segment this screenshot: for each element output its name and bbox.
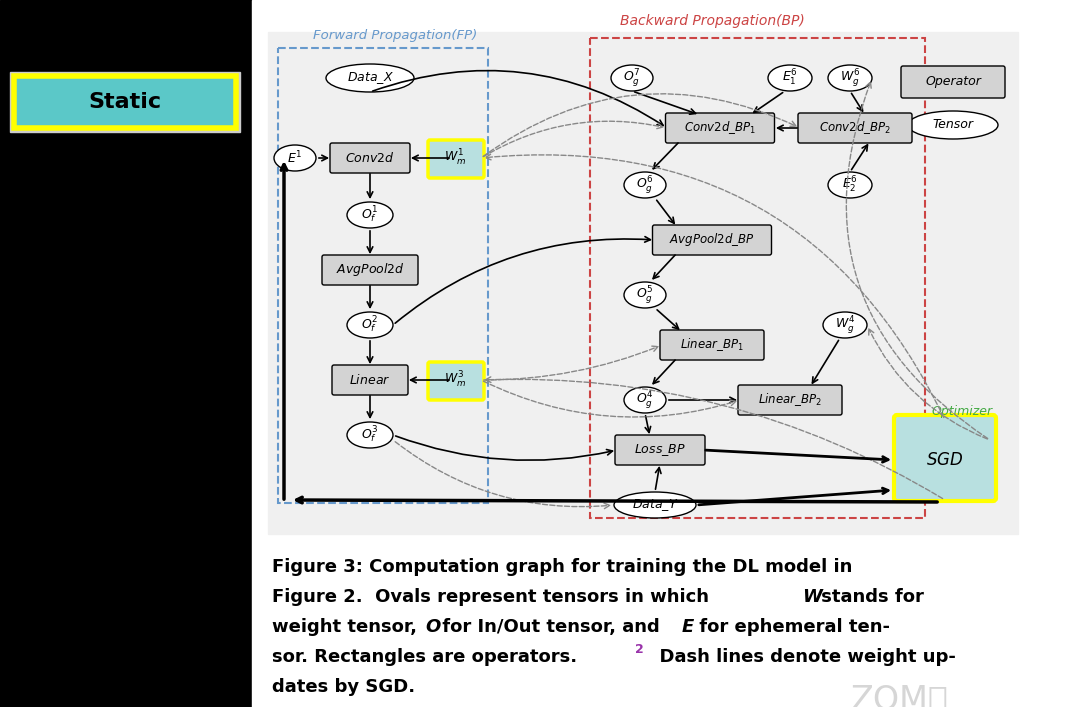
FancyBboxPatch shape — [660, 330, 764, 360]
Bar — [10, 72, 240, 132]
FancyBboxPatch shape — [322, 255, 418, 285]
Text: ZOM酷: ZOM酷 — [850, 683, 948, 707]
Bar — [268, 32, 1018, 534]
Text: $Linear$: $Linear$ — [349, 373, 391, 387]
Text: dates by SGD.: dates by SGD. — [272, 678, 415, 696]
Text: $O_g^7$: $O_g^7$ — [623, 67, 640, 89]
Bar — [14, 76, 237, 128]
FancyBboxPatch shape — [428, 362, 484, 400]
Ellipse shape — [908, 111, 998, 139]
Bar — [252, 0, 1080, 707]
FancyBboxPatch shape — [894, 415, 996, 501]
Text: $Conv2d\_BP_2$: $Conv2d\_BP_2$ — [819, 119, 891, 136]
Text: $E^1$: $E^1$ — [287, 150, 302, 166]
Text: for In/Out tensor, and: for In/Out tensor, and — [436, 618, 666, 636]
Text: $E_1^6$: $E_1^6$ — [782, 68, 798, 88]
Text: Optimizer: Optimizer — [932, 405, 993, 418]
Ellipse shape — [347, 312, 393, 338]
Text: $AvgPool2d\_BP$: $AvgPool2d\_BP$ — [670, 231, 755, 248]
Ellipse shape — [615, 492, 696, 518]
Ellipse shape — [326, 64, 414, 92]
Text: weight tensor,: weight tensor, — [272, 618, 423, 636]
Ellipse shape — [274, 145, 316, 171]
Text: Forward Propagation(FP): Forward Propagation(FP) — [313, 29, 477, 42]
Text: $Linear\_BP_1$: $Linear\_BP_1$ — [680, 337, 744, 354]
Text: $Conv2d\_BP_1$: $Conv2d\_BP_1$ — [684, 119, 756, 136]
Ellipse shape — [624, 282, 666, 308]
FancyBboxPatch shape — [428, 140, 484, 178]
Text: $O_g^6$: $O_g^6$ — [636, 174, 653, 196]
Ellipse shape — [828, 65, 872, 91]
Text: for ephemeral ten-: for ephemeral ten- — [693, 618, 890, 636]
Text: $Loss\_BP$: $Loss\_BP$ — [634, 442, 686, 458]
Ellipse shape — [823, 312, 867, 338]
Text: $Data\_X$: $Data\_X$ — [347, 70, 393, 86]
Ellipse shape — [828, 172, 872, 198]
FancyBboxPatch shape — [665, 113, 774, 143]
Ellipse shape — [611, 65, 653, 91]
Ellipse shape — [347, 202, 393, 228]
Text: $O_f^3$: $O_f^3$ — [361, 425, 379, 445]
Text: E: E — [681, 618, 694, 636]
Text: $SGD$: $SGD$ — [927, 451, 963, 469]
Text: Figure 2.  Ovals represent tensors in which: Figure 2. Ovals represent tensors in whi… — [272, 588, 715, 606]
Text: stands for: stands for — [815, 588, 923, 606]
Text: $W_m^3$: $W_m^3$ — [444, 370, 467, 390]
Text: Tensor: Tensor — [932, 119, 973, 132]
Text: $Data\_Y$: $Data\_Y$ — [632, 497, 678, 513]
Text: sor. Rectangles are operators.: sor. Rectangles are operators. — [272, 648, 577, 666]
Ellipse shape — [624, 387, 666, 413]
Text: $W_m^1$: $W_m^1$ — [444, 148, 467, 168]
Bar — [14, 76, 237, 128]
Text: Operator: Operator — [926, 76, 981, 88]
Text: $Linear\_BP_2$: $Linear\_BP_2$ — [758, 392, 822, 409]
Text: Dash lines denote weight up-: Dash lines denote weight up- — [647, 648, 956, 666]
Text: W: W — [802, 588, 822, 606]
Ellipse shape — [624, 172, 666, 198]
Text: $O_f^1$: $O_f^1$ — [362, 205, 379, 225]
FancyBboxPatch shape — [330, 143, 410, 173]
Text: $AvgPool2d$: $AvgPool2d$ — [336, 262, 404, 279]
Text: $W_g^4$: $W_g^4$ — [835, 314, 855, 336]
Ellipse shape — [768, 65, 812, 91]
FancyBboxPatch shape — [652, 225, 771, 255]
Text: Static: Static — [89, 92, 162, 112]
Text: $O_g^5$: $O_g^5$ — [636, 284, 653, 306]
Text: $E_2^6$: $E_2^6$ — [842, 175, 858, 195]
Text: Figure 3: Computation graph for training the DL model in: Figure 3: Computation graph for training… — [272, 558, 852, 576]
FancyBboxPatch shape — [332, 365, 408, 395]
Text: 2: 2 — [635, 643, 644, 656]
Text: O: O — [426, 618, 441, 636]
Text: $O_f^2$: $O_f^2$ — [362, 315, 379, 335]
FancyBboxPatch shape — [798, 113, 912, 143]
FancyBboxPatch shape — [738, 385, 842, 415]
FancyBboxPatch shape — [901, 66, 1005, 98]
Ellipse shape — [347, 422, 393, 448]
Text: Backward Propagation(BP): Backward Propagation(BP) — [620, 14, 805, 28]
FancyBboxPatch shape — [615, 435, 705, 465]
Text: $Conv2d$: $Conv2d$ — [346, 151, 395, 165]
Text: $W_g^6$: $W_g^6$ — [840, 67, 860, 89]
Text: $O_g^4$: $O_g^4$ — [636, 389, 653, 411]
Bar — [0, 0, 252, 707]
